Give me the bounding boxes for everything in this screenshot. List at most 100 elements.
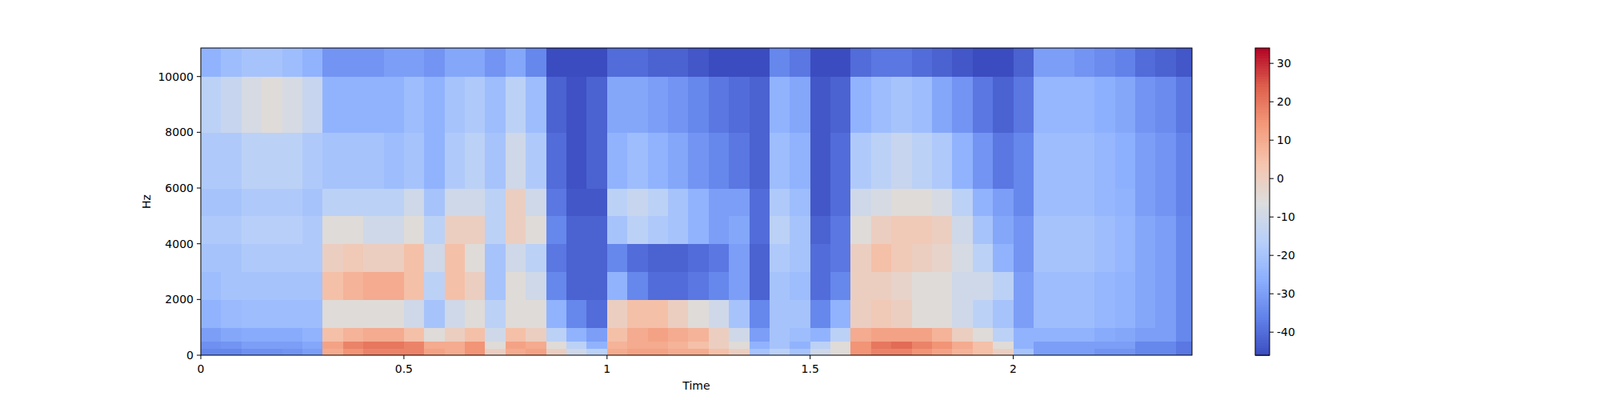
chart: 00.511.520200040006000800010000TimeHz-40… bbox=[0, 0, 1600, 400]
cell bbox=[1033, 327, 1055, 342]
cell bbox=[566, 216, 588, 244]
colorbar-tick bbox=[1269, 140, 1274, 141]
cell bbox=[546, 348, 568, 356]
cell bbox=[546, 327, 568, 342]
cell bbox=[891, 341, 912, 349]
cell bbox=[891, 272, 912, 300]
cell bbox=[769, 327, 791, 342]
cell bbox=[464, 48, 486, 77]
cell bbox=[708, 132, 730, 188]
cell bbox=[525, 132, 547, 188]
cell bbox=[952, 188, 973, 216]
cell bbox=[668, 76, 689, 133]
cell bbox=[566, 348, 588, 356]
cell bbox=[546, 341, 568, 349]
cell bbox=[728, 327, 750, 342]
cell bbox=[424, 272, 445, 300]
cell bbox=[322, 76, 344, 133]
cell bbox=[464, 216, 486, 244]
cell bbox=[627, 188, 648, 216]
cell bbox=[708, 272, 730, 300]
cell bbox=[505, 48, 527, 77]
cell bbox=[749, 299, 771, 328]
cell bbox=[566, 299, 588, 328]
cell bbox=[1176, 348, 1192, 356]
cell bbox=[1155, 76, 1176, 133]
cell bbox=[241, 299, 263, 328]
cell bbox=[688, 348, 709, 356]
cell bbox=[505, 188, 527, 216]
cell bbox=[1176, 188, 1192, 216]
cell bbox=[668, 132, 689, 188]
cell bbox=[1176, 299, 1192, 328]
cell bbox=[607, 341, 628, 349]
cell bbox=[363, 348, 384, 356]
cell bbox=[627, 348, 648, 356]
cell bbox=[1094, 48, 1116, 77]
cell bbox=[952, 341, 973, 349]
cell bbox=[444, 348, 466, 356]
cell bbox=[728, 272, 750, 300]
cell bbox=[404, 48, 425, 77]
cell bbox=[607, 216, 628, 244]
cell bbox=[363, 299, 384, 328]
cell bbox=[850, 48, 872, 77]
cell bbox=[668, 327, 689, 342]
cell bbox=[952, 348, 973, 356]
cell bbox=[546, 76, 568, 133]
cell bbox=[627, 272, 648, 300]
cell bbox=[789, 299, 811, 328]
cell bbox=[648, 272, 669, 300]
x-tick-label: 1.5 bbox=[801, 362, 820, 376]
cell bbox=[1176, 76, 1192, 133]
cell bbox=[688, 341, 709, 349]
cell bbox=[891, 216, 912, 244]
cell bbox=[343, 299, 364, 328]
cell bbox=[586, 327, 608, 342]
cell bbox=[282, 76, 304, 133]
cell bbox=[891, 348, 912, 356]
colorbar-tick-label: -30 bbox=[1276, 287, 1296, 300]
cell bbox=[241, 272, 263, 300]
cell bbox=[586, 48, 608, 77]
cell bbox=[200, 341, 222, 349]
cell bbox=[404, 341, 425, 349]
cell bbox=[464, 188, 486, 216]
cell bbox=[992, 244, 1014, 272]
cell bbox=[384, 341, 405, 349]
cell bbox=[343, 132, 364, 188]
cell bbox=[749, 327, 771, 342]
cell bbox=[343, 272, 364, 300]
cell bbox=[1013, 272, 1035, 300]
colorbar-tick-label: 20 bbox=[1276, 95, 1292, 108]
cell bbox=[1176, 48, 1192, 77]
cell bbox=[484, 299, 506, 328]
cell bbox=[932, 341, 953, 349]
cell bbox=[830, 216, 852, 244]
cell bbox=[688, 216, 709, 244]
cell bbox=[424, 76, 445, 133]
y-axis-label: Hz bbox=[140, 194, 153, 209]
cell bbox=[1053, 216, 1075, 244]
cell bbox=[424, 188, 445, 216]
cell bbox=[668, 48, 689, 77]
cell bbox=[1074, 341, 1096, 349]
cell bbox=[871, 272, 892, 300]
cell bbox=[1033, 188, 1055, 216]
cell bbox=[830, 348, 852, 356]
cell bbox=[566, 188, 588, 216]
cell bbox=[728, 341, 750, 349]
cell bbox=[363, 272, 384, 300]
cell bbox=[322, 216, 344, 244]
x-tick-label: 0 bbox=[197, 362, 205, 376]
cell bbox=[769, 244, 791, 272]
cell bbox=[1135, 216, 1156, 244]
cell bbox=[708, 188, 730, 216]
cell bbox=[1115, 341, 1136, 349]
cell bbox=[891, 244, 912, 272]
cell bbox=[1176, 132, 1192, 188]
cell bbox=[648, 132, 669, 188]
cell bbox=[220, 299, 242, 328]
colorbar bbox=[1255, 48, 1270, 356]
colorbar-tick-label: -40 bbox=[1276, 325, 1296, 339]
